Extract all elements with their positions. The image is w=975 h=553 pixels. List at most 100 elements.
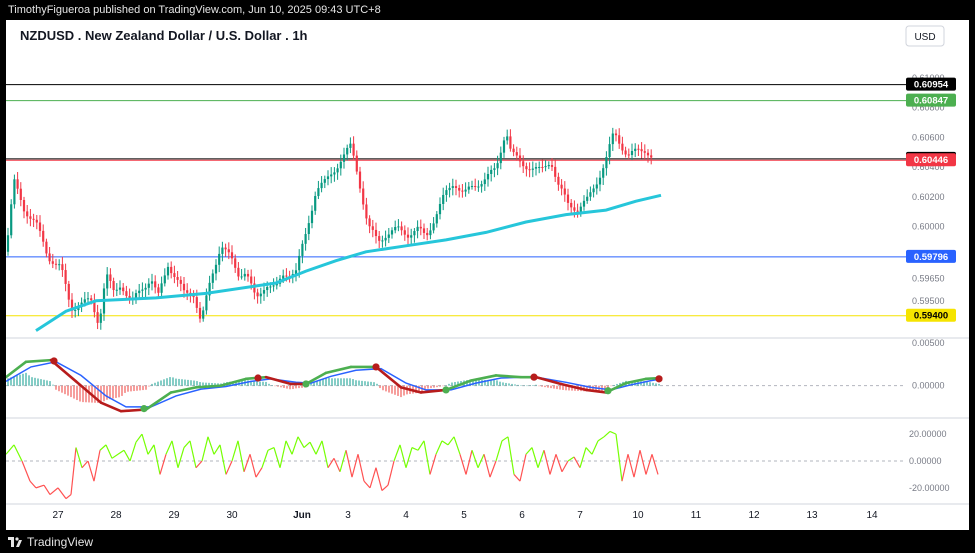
macd-histogram-bar — [286, 385, 288, 389]
oscillator-line-segment — [49, 487, 59, 496]
oscillator-line-segment — [633, 450, 641, 478]
candle-body — [608, 144, 611, 158]
oscillator-line-segment — [243, 454, 251, 472]
candle-body — [125, 291, 128, 296]
candle-body — [227, 249, 230, 253]
oscillator-line-segment — [423, 440, 431, 475]
oscillator-line-segment — [225, 460, 233, 475]
candle-body — [528, 169, 531, 171]
oscillator-line-segment — [639, 450, 647, 475]
oscillator-line-segment — [555, 454, 563, 472]
candle-body — [115, 289, 118, 291]
macd-histogram-bar — [517, 384, 519, 386]
macd-histogram-bar — [55, 385, 57, 390]
macd-histogram-bar — [499, 381, 501, 386]
macd-histogram-bar — [586, 385, 588, 392]
chart-canvas[interactable]: 0.610000.608000.606000.604000.602000.600… — [4, 20, 969, 530]
macd-tick-label: 0.00500 — [912, 338, 945, 348]
oscillator-line-segment — [219, 444, 227, 475]
candle-body — [445, 190, 448, 195]
oscillator-line-segment — [5, 444, 15, 455]
macd-histogram-bar — [136, 385, 138, 391]
macd-histogram-bar — [235, 381, 237, 386]
price-tick-label: 0.60000 — [912, 222, 945, 232]
macd-histogram-bar — [166, 378, 168, 386]
time-tick-label: 13 — [806, 510, 818, 521]
candle-body — [310, 210, 314, 224]
macd-histogram-bar — [451, 382, 453, 386]
oscillator-line-segment — [549, 454, 557, 475]
chart-panel[interactable]: 0.610000.608000.606000.604000.602000.600… — [4, 20, 969, 530]
time-tick-label: 27 — [52, 510, 64, 521]
candle-body — [346, 147, 349, 155]
macd-histogram-bar — [52, 384, 54, 386]
candle-body — [384, 237, 387, 241]
macd-histogram-bar — [568, 385, 570, 391]
price-level-badge — [906, 308, 956, 322]
macd-histogram-bar — [382, 385, 384, 391]
candle-body — [493, 168, 496, 170]
tradingview-logo-icon — [8, 537, 22, 547]
oscillator-line-segment — [591, 440, 599, 455]
time-tick-label: 29 — [168, 510, 180, 521]
oscillator-line-segment — [273, 447, 281, 468]
footer-brand: TradingView — [27, 535, 94, 549]
price-pane — [6, 127, 662, 332]
macd-cross-marker — [655, 375, 663, 383]
time-tick-label: 4 — [403, 510, 409, 521]
macd-line-segment — [74, 380, 103, 404]
oscillator-line-segment — [609, 430, 617, 435]
candle-body — [74, 310, 77, 312]
macd-histogram-bar — [271, 385, 273, 386]
macd-histogram-bar — [172, 377, 174, 386]
macd-histogram-bar — [121, 385, 123, 396]
oscillator-line-segment — [147, 444, 155, 455]
oscillator-line-segment — [429, 454, 437, 475]
oscillator-line-segment — [87, 460, 95, 482]
macd-histogram-bar — [193, 380, 195, 386]
oscillator-line-segment — [459, 454, 467, 475]
oscillator-line-segment — [339, 450, 347, 472]
oscillator-line-segment — [441, 440, 449, 446]
macd-histogram-bar — [565, 385, 567, 391]
macd-histogram-bar — [64, 385, 66, 395]
price-level-label: 0.59400 — [914, 311, 948, 322]
macd-histogram-bar — [334, 378, 336, 386]
macd-histogram-bar — [283, 385, 285, 388]
candle-body — [243, 273, 246, 277]
candle-body — [646, 152, 650, 156]
macd-histogram-bar — [559, 385, 561, 390]
oscillator-line-segment — [567, 456, 575, 462]
candle-body — [538, 166, 541, 168]
macd-histogram-bar — [388, 385, 390, 393]
candle-body — [250, 276, 253, 284]
macd-histogram-bar — [340, 378, 342, 386]
candle-body — [246, 273, 250, 277]
macd-line-segment — [624, 377, 648, 385]
macd-histogram-bar — [58, 385, 60, 392]
candle-body — [413, 231, 416, 236]
oscillator-line-segment — [651, 454, 659, 475]
candle-body — [595, 184, 598, 189]
candle-body — [512, 148, 515, 153]
candle-body — [144, 287, 147, 290]
macd-cross-marker — [604, 387, 612, 395]
candle-body — [554, 166, 557, 177]
oscillator-line-segment — [267, 447, 275, 451]
macd-line-segment — [194, 384, 223, 389]
candle-body — [301, 243, 304, 256]
price-tick-label: 0.60200 — [912, 192, 945, 202]
oscillator-line-segment — [21, 460, 31, 482]
currency-button[interactable]: USD — [905, 25, 945, 47]
macd-histogram-bar — [322, 378, 324, 386]
candle-body — [486, 173, 490, 180]
candle-body — [141, 289, 144, 291]
candle-body — [563, 188, 566, 195]
oscillator-line-segment — [369, 467, 377, 489]
macd-histogram-bar — [145, 385, 147, 390]
oscillator-line-segment — [207, 436, 215, 455]
macd-histogram-bar — [520, 385, 522, 386]
oscillator-line-segment — [123, 449, 131, 462]
macd-histogram-bar — [379, 385, 381, 389]
candle-body — [419, 226, 422, 229]
